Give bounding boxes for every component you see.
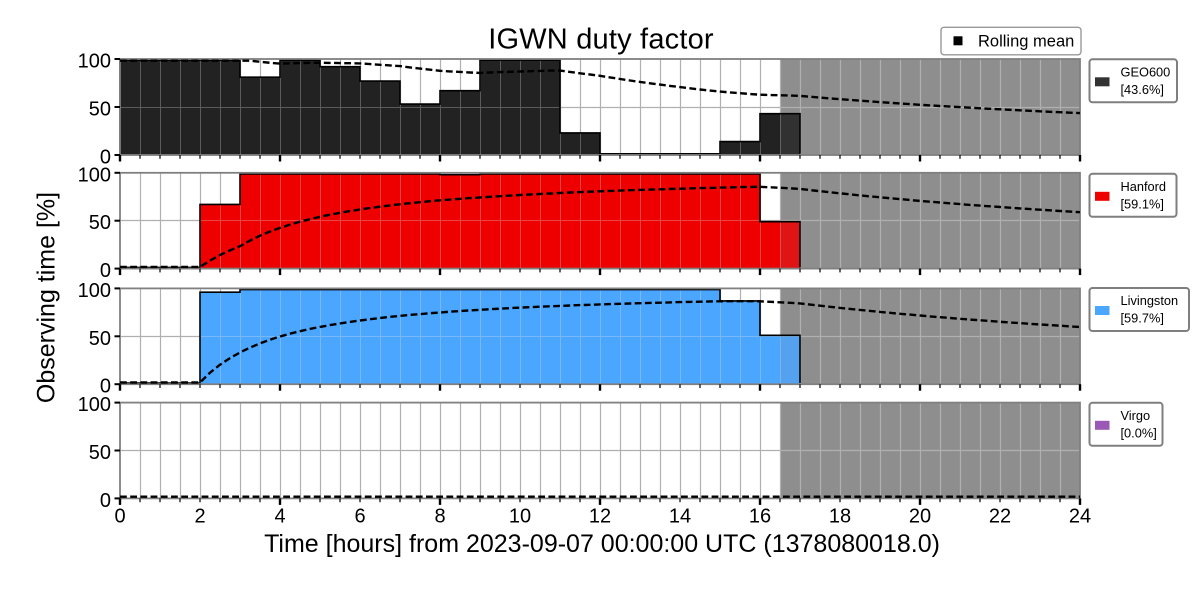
svg-text:8: 8 bbox=[434, 506, 445, 528]
svg-text:[59.7%]: [59.7%] bbox=[1121, 311, 1164, 326]
svg-text:Rolling mean: Rolling mean bbox=[978, 32, 1074, 50]
svg-text:16: 16 bbox=[749, 506, 771, 528]
svg-text:10: 10 bbox=[509, 506, 531, 528]
svg-text:50: 50 bbox=[89, 328, 111, 350]
svg-text:50: 50 bbox=[89, 442, 111, 464]
svg-text:24: 24 bbox=[1069, 506, 1091, 528]
svg-text:Livingston: Livingston bbox=[1121, 293, 1179, 308]
svg-text:12: 12 bbox=[589, 506, 611, 528]
svg-text:0: 0 bbox=[114, 506, 125, 528]
svg-text:18: 18 bbox=[829, 506, 851, 528]
svg-text:Virgo: Virgo bbox=[1121, 408, 1151, 423]
svg-text:[59.1%]: [59.1%] bbox=[1121, 196, 1164, 211]
svg-text:100: 100 bbox=[78, 51, 111, 73]
svg-text:50: 50 bbox=[89, 212, 111, 234]
svg-text:100: 100 bbox=[78, 280, 111, 302]
svg-text:0: 0 bbox=[100, 376, 111, 398]
svg-text:Hanford: Hanford bbox=[1121, 179, 1167, 194]
svg-text:4: 4 bbox=[274, 506, 285, 528]
svg-text:0: 0 bbox=[100, 260, 111, 282]
svg-text:Observing time [%]: Observing time [%] bbox=[33, 192, 61, 403]
svg-text:[43.6%]: [43.6%] bbox=[1121, 82, 1164, 97]
svg-text:Time [hours] from 2023-09-07 0: Time [hours] from 2023-09-07 00:00:00 UT… bbox=[264, 530, 940, 558]
svg-text:22: 22 bbox=[989, 506, 1011, 528]
svg-text:14: 14 bbox=[669, 506, 691, 528]
svg-text:20: 20 bbox=[909, 506, 931, 528]
svg-text:50: 50 bbox=[89, 99, 111, 121]
svg-text:6: 6 bbox=[354, 506, 365, 528]
svg-text:2: 2 bbox=[194, 506, 205, 528]
svg-text:IGWN duty factor: IGWN duty factor bbox=[488, 24, 714, 56]
svg-text:100: 100 bbox=[78, 164, 111, 186]
svg-text:[0.0%]: [0.0%] bbox=[1121, 425, 1157, 440]
svg-text:0: 0 bbox=[100, 490, 111, 512]
svg-text:GEO600: GEO600 bbox=[1121, 65, 1171, 80]
svg-text:100: 100 bbox=[78, 394, 111, 416]
svg-text:0: 0 bbox=[100, 147, 111, 169]
